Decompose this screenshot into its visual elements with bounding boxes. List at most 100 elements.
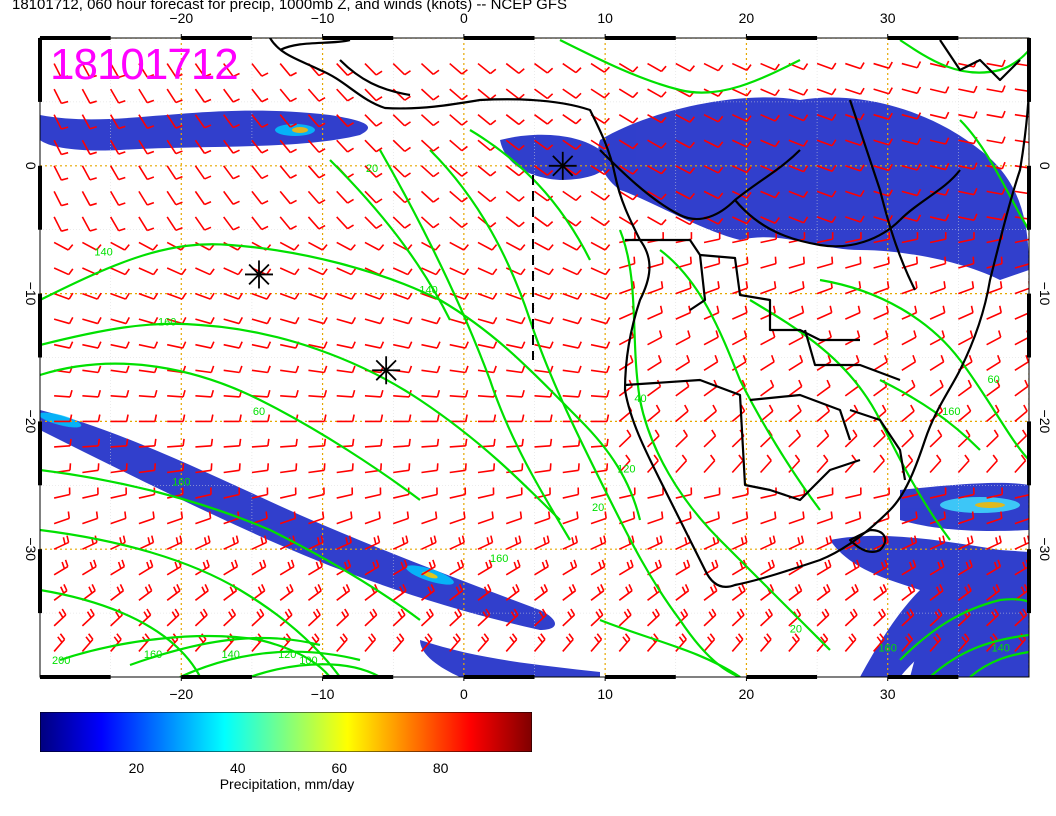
wind-barb bbox=[336, 535, 352, 550]
wind-barb bbox=[364, 487, 382, 499]
wind-barb bbox=[845, 87, 865, 95]
wind-barb bbox=[760, 511, 777, 525]
coastline-path bbox=[624, 378, 861, 502]
wind-barb bbox=[449, 165, 468, 177]
wind-barb bbox=[477, 487, 495, 499]
wind-barb bbox=[929, 608, 943, 627]
wind-barb bbox=[223, 267, 244, 276]
wind-barb bbox=[845, 215, 865, 223]
wind-barb bbox=[618, 429, 632, 448]
contour-line bbox=[40, 528, 341, 677]
wind-barb bbox=[1014, 404, 1028, 423]
wind-barb bbox=[138, 390, 158, 398]
wind-barb bbox=[647, 330, 663, 346]
wind-barb bbox=[618, 216, 639, 226]
wind-barb bbox=[308, 487, 325, 499]
contour-line bbox=[249, 663, 381, 677]
wind-barb bbox=[1014, 511, 1029, 525]
wind-barb bbox=[788, 511, 805, 525]
wind-barb bbox=[336, 487, 354, 499]
wind-barb bbox=[279, 216, 297, 230]
wind-barb bbox=[82, 292, 102, 300]
wind-barb bbox=[760, 379, 775, 397]
wind-barb bbox=[958, 232, 975, 244]
wind-barb bbox=[619, 256, 636, 269]
wind-barb bbox=[223, 535, 239, 550]
wind-barb bbox=[336, 390, 356, 398]
wind-barb bbox=[251, 165, 269, 180]
wind-barb bbox=[138, 463, 156, 474]
contour-label: 200 bbox=[52, 655, 70, 667]
wind-barb bbox=[986, 187, 1006, 196]
wind-barb bbox=[195, 535, 211, 550]
wind-barb bbox=[986, 110, 1006, 119]
wind-barb bbox=[844, 559, 860, 576]
wind-barb bbox=[760, 404, 774, 423]
wind-barb bbox=[421, 438, 440, 448]
wind-barb bbox=[280, 365, 300, 374]
contour-line bbox=[959, 119, 1029, 231]
wind-barb bbox=[421, 390, 441, 398]
colorbar-title: Precipitation, mm/day bbox=[219, 776, 355, 792]
wind-barb bbox=[194, 165, 212, 180]
wind-barb bbox=[986, 487, 1004, 499]
wind-barb bbox=[110, 267, 130, 276]
wind-barb bbox=[901, 404, 915, 423]
wind-barb bbox=[618, 584, 633, 601]
lon-tick-label-bottom: 10 bbox=[597, 686, 613, 702]
wind-barb bbox=[308, 438, 327, 448]
contour-label: 140 bbox=[992, 642, 1010, 654]
wind-barb bbox=[449, 88, 468, 101]
contour-label: 140 bbox=[419, 285, 437, 297]
wind-barb bbox=[279, 559, 295, 576]
wind-barb bbox=[901, 305, 918, 320]
wind-barb bbox=[816, 379, 831, 397]
wind-barb bbox=[421, 535, 437, 550]
wind-barb bbox=[308, 535, 324, 550]
wind-barb bbox=[759, 454, 772, 474]
wind-barb bbox=[760, 88, 780, 97]
wind-barb bbox=[534, 463, 552, 474]
wind-barb bbox=[167, 463, 185, 474]
wind-barb bbox=[195, 463, 213, 474]
wind-barb bbox=[675, 354, 691, 371]
wind-barb bbox=[675, 190, 696, 200]
wind-barb bbox=[647, 354, 662, 371]
wind-barb bbox=[1014, 354, 1029, 371]
wind-barb bbox=[788, 379, 803, 397]
wind-barb bbox=[195, 341, 215, 349]
wind-barb bbox=[562, 365, 582, 374]
wind-barb bbox=[279, 267, 300, 276]
wind-barb bbox=[647, 487, 664, 499]
wind-barb bbox=[251, 633, 264, 652]
wind-barb bbox=[392, 317, 413, 325]
coastline-path bbox=[848, 99, 916, 291]
contour-line bbox=[899, 39, 1029, 74]
wind-barb bbox=[364, 63, 383, 76]
wind-barb bbox=[81, 165, 97, 181]
wind-barb bbox=[251, 463, 270, 474]
lon-tick-label-bottom: 20 bbox=[739, 686, 755, 702]
wind-barb bbox=[364, 633, 377, 652]
contour-label: 160 bbox=[172, 476, 190, 488]
wind-barb bbox=[590, 584, 605, 601]
wind-barb bbox=[477, 62, 497, 75]
wind-barb bbox=[788, 190, 809, 198]
wind-barb bbox=[505, 559, 521, 576]
contour-label: 100 bbox=[299, 655, 317, 667]
wind-barb bbox=[1014, 379, 1029, 397]
wind-barb bbox=[591, 414, 610, 423]
wind-barb bbox=[675, 62, 696, 72]
wind-barb bbox=[901, 633, 913, 652]
wind-barb bbox=[901, 379, 916, 397]
wind-barb bbox=[279, 190, 297, 205]
wind-barb bbox=[194, 63, 212, 78]
wind-barb bbox=[958, 213, 978, 222]
frame-bar bbox=[38, 165, 42, 230]
frame-bar bbox=[1027, 38, 1031, 102]
wind-barb bbox=[53, 584, 68, 601]
wind-barb bbox=[392, 535, 409, 550]
wind-barb bbox=[420, 633, 433, 652]
wind-barb bbox=[618, 559, 634, 576]
coastline-path bbox=[899, 169, 961, 221]
